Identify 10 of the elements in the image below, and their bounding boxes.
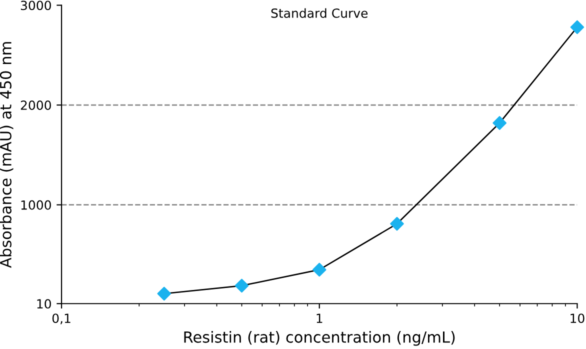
- x-axis-title: Resistin (rat) concentration (ng/mL): [184, 331, 455, 346]
- y-axis-title: Absorbance (mAU) at 450 nm: [0, 42, 14, 268]
- y-tick-label: 3000: [20, 0, 51, 10]
- chart-title: Standard Curve: [271, 8, 368, 18]
- y-tick-label: 1000: [21, 200, 51, 210]
- x-tick-label: 1: [316, 314, 322, 323]
- x-tick-label: 10: [570, 314, 584, 324]
- x-tick-label: 0,1: [52, 314, 70, 324]
- y-tick-label: 10: [37, 299, 51, 309]
- y-tick-label: 2000: [20, 100, 51, 110]
